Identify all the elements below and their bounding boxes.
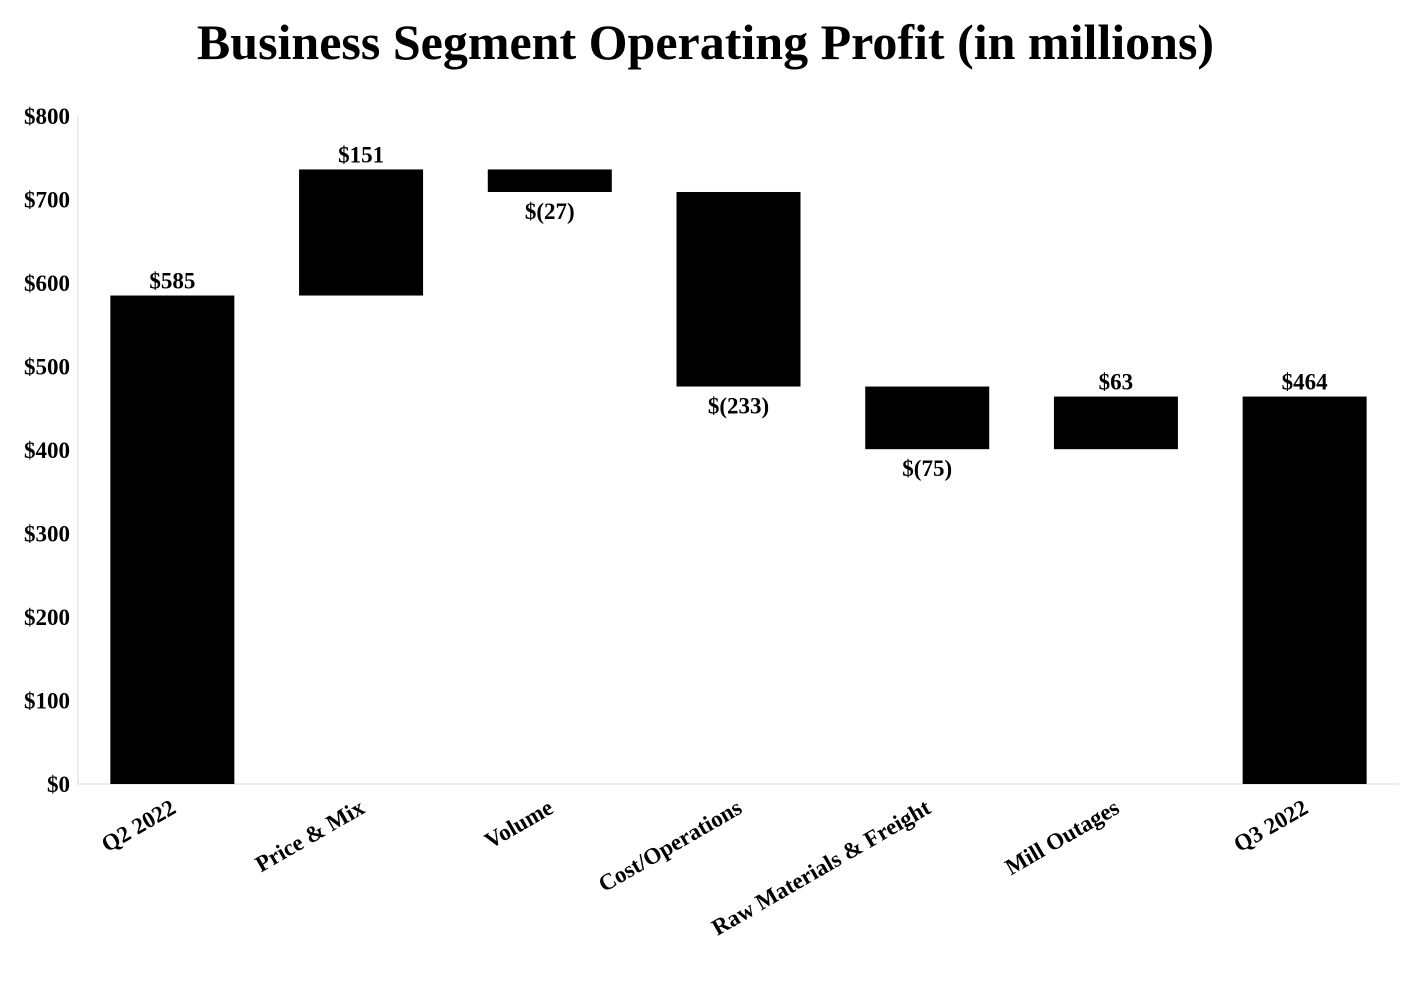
category-label: Price & Mix — [251, 794, 369, 877]
bars-group — [110, 169, 1367, 784]
bar — [676, 191, 801, 387]
data-label: $63 — [1099, 370, 1134, 395]
y-tick-label: $300 — [24, 522, 70, 547]
chart-title: Business Segment Operating Profit (in mi… — [196, 14, 1215, 70]
category-label: Q2 2022 — [97, 795, 180, 857]
y-axis-ticks: $0 $100 $200 $300 $400 $500 $600 $700 $800 — [24, 104, 70, 797]
bar — [865, 386, 990, 450]
data-label: $(75) — [902, 456, 952, 481]
bar — [487, 169, 612, 192]
y-tick-label: $100 — [24, 689, 70, 714]
bar — [1053, 396, 1178, 450]
data-label: $(233) — [708, 394, 769, 419]
bar — [110, 295, 235, 784]
y-tick-label: $0 — [47, 772, 70, 797]
data-label: $585 — [149, 269, 195, 294]
category-label: Volume — [480, 795, 557, 854]
data-label: $464 — [1282, 370, 1329, 395]
y-tick-label: $200 — [24, 605, 70, 630]
data-label: $(27) — [525, 199, 575, 224]
y-tick-label: $500 — [24, 355, 70, 380]
data-label: $151 — [338, 142, 384, 167]
bar — [299, 169, 424, 296]
data-labels-group: $585 $151 $(27) $(233) $(75) $63 $464 — [149, 142, 1328, 481]
bar — [1242, 396, 1367, 784]
y-tick-label: $700 — [24, 188, 70, 213]
y-tick-label: $600 — [24, 271, 70, 296]
category-label: Mill Outages — [1001, 795, 1124, 880]
y-tick-label: $800 — [24, 104, 70, 129]
category-label: Cost/Operations — [594, 795, 746, 897]
category-labels-group: Q2 2022 Price & Mix Volume Cost/OperationsR… — [97, 794, 1312, 940]
category-label: Q3 2022 — [1229, 795, 1312, 857]
y-tick-label: $400 — [24, 438, 70, 463]
